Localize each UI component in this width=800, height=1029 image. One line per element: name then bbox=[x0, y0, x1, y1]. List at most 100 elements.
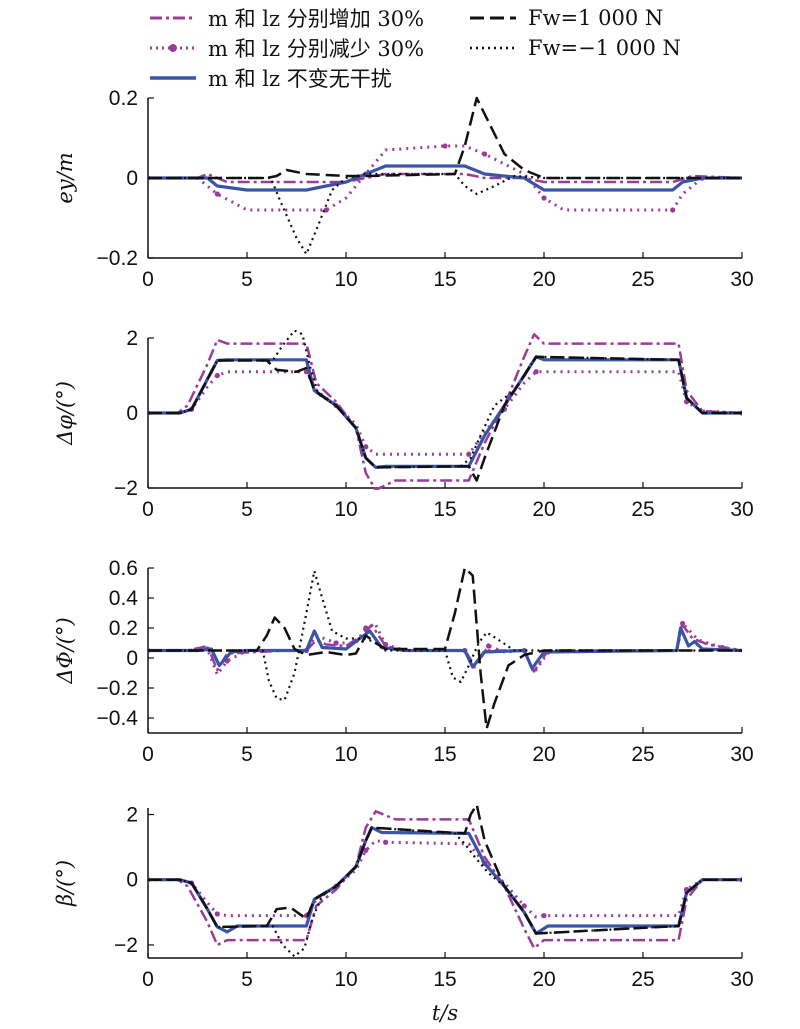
series-point-dec bbox=[442, 143, 448, 149]
legend-swatch-dashed bbox=[468, 11, 518, 25]
x-tick-label: 20 bbox=[532, 743, 555, 766]
series-line-inc bbox=[148, 172, 742, 184]
series-line-fneg bbox=[148, 569, 742, 702]
y-tick-label: 2 bbox=[126, 804, 138, 827]
y-tick-label: 0 bbox=[126, 402, 138, 425]
x-tick-label: 25 bbox=[631, 743, 654, 766]
series-point-dec bbox=[383, 839, 389, 845]
legend: m 和 lz 分别增加 30% m 和 lz 分别减少 30% m 和 lz 不… bbox=[0, 0, 800, 95]
series-point-dec bbox=[363, 444, 369, 450]
x-axis-label: t/s bbox=[432, 1001, 459, 1025]
x-tick-label: 10 bbox=[334, 968, 357, 991]
legend-swatch-dotted-marker bbox=[148, 41, 198, 55]
x-tick-label: 30 bbox=[730, 968, 753, 991]
x-tick-label: 30 bbox=[730, 268, 753, 291]
series-line-dec bbox=[148, 370, 742, 456]
y-tick-label: 0 bbox=[126, 167, 138, 190]
y-tick-label: 0.4 bbox=[109, 587, 139, 610]
x-tick-label: 5 bbox=[241, 498, 253, 521]
series-line-nom bbox=[148, 826, 742, 936]
y-tick-label: −0.2 bbox=[97, 247, 138, 270]
legend-swatch-dashdot bbox=[148, 11, 198, 25]
series-line-inc bbox=[148, 333, 742, 490]
series-point-dec bbox=[541, 913, 547, 919]
x-tick-label: 20 bbox=[532, 968, 555, 991]
y-tick-label: −2 bbox=[114, 934, 138, 957]
y-axis-label: Δφ/(°) bbox=[53, 381, 77, 446]
x-tick-label: 30 bbox=[730, 498, 753, 521]
x-tick-label: 20 bbox=[532, 498, 555, 521]
series-point-dec bbox=[383, 641, 389, 648]
series-point-dec bbox=[670, 207, 676, 213]
panel-1: 0 5 10 15 20 25 300.20−0.2ey/m bbox=[53, 87, 754, 291]
y-axis-label: β/(°) bbox=[53, 860, 77, 907]
x-tick-label: 5 bbox=[241, 743, 253, 766]
x-tick-label: 25 bbox=[631, 268, 654, 291]
y-tick-label: −2 bbox=[114, 477, 138, 500]
x-tick-label: 20 bbox=[532, 268, 555, 291]
panel-3: 0 5 10 15 20 25 30 0.6 0.4 0.2 0 −0.2 −0.4 ΔΦ/(°) bbox=[53, 557, 754, 766]
series-point-dec bbox=[466, 451, 472, 457]
series-point-dec bbox=[363, 847, 369, 853]
legend-swatch-solid bbox=[148, 71, 198, 85]
legend-label: m 和 lz 不变无干扰 bbox=[208, 67, 392, 91]
y-tick-label: 0 bbox=[126, 869, 138, 892]
x-tick-label: 15 bbox=[433, 498, 456, 521]
y-tick-label: 0.2 bbox=[109, 87, 138, 110]
x-tick-label: 30 bbox=[730, 743, 753, 766]
y-tick-label: 2 bbox=[126, 327, 138, 350]
x-tick-label: 15 bbox=[433, 743, 456, 766]
series-line-nom bbox=[148, 355, 742, 469]
series-line-dec bbox=[148, 839, 742, 919]
series-line-fneg bbox=[148, 826, 742, 958]
series-point-dec bbox=[533, 369, 539, 375]
series-line-fpos bbox=[148, 803, 742, 935]
series-point-dec bbox=[485, 643, 492, 649]
y-tick-label: 0 bbox=[126, 647, 138, 670]
y-tick-label: −0.2 bbox=[97, 677, 138, 700]
series-line-fneg bbox=[148, 330, 742, 469]
legend-item-nom: m 和 lz 不变无干扰 bbox=[148, 63, 392, 93]
x-tick-label: 10 bbox=[334, 498, 357, 521]
x-tick-label: 10 bbox=[334, 743, 357, 766]
series-line-inc bbox=[148, 810, 742, 950]
legend-label: Fw=−1 000 N bbox=[528, 36, 681, 60]
series-line-fpos bbox=[148, 566, 742, 730]
x-tick-label: 5 bbox=[241, 268, 253, 291]
legend-label: m 和 lz 分别减少 30% bbox=[208, 37, 425, 61]
y-axis-label: ey/m bbox=[53, 152, 77, 203]
series-point-dec bbox=[323, 207, 329, 213]
series-point-dec bbox=[680, 620, 686, 627]
y-axis-label: ΔΦ/(°) bbox=[53, 617, 77, 684]
series-point-dec bbox=[214, 191, 220, 197]
x-tick-label: 25 bbox=[631, 968, 654, 991]
series-point-dec bbox=[541, 195, 547, 201]
series-point-dec bbox=[333, 640, 339, 646]
series-line-fneg bbox=[148, 172, 742, 256]
x-tick-label: 0 bbox=[142, 498, 154, 521]
legend-swatch-dotted bbox=[468, 41, 518, 55]
series-point-dec bbox=[482, 151, 488, 157]
x-tick-label: 0 bbox=[142, 268, 154, 291]
y-tick-label: −0.4 bbox=[97, 707, 139, 730]
x-tick-label: 15 bbox=[433, 268, 456, 291]
series-line-nom bbox=[148, 164, 742, 192]
series-point-dec bbox=[214, 911, 220, 917]
x-tick-label: 15 bbox=[433, 968, 456, 991]
x-tick-label: 0 bbox=[142, 743, 154, 766]
x-tick-label: 0 bbox=[142, 968, 154, 991]
legend-item-fpos: Fw=1 000 N bbox=[468, 3, 663, 33]
legend-label: Fw=1 000 N bbox=[528, 6, 664, 30]
legend-item-inc: m 和 lz 分别增加 30% bbox=[148, 3, 424, 33]
y-tick-label: 0.2 bbox=[109, 617, 138, 640]
series-line-fpos bbox=[148, 355, 742, 482]
x-tick-label: 5 bbox=[241, 968, 253, 991]
series-point-dec bbox=[214, 372, 220, 379]
series-point-dec bbox=[521, 903, 527, 909]
x-tick-label: 25 bbox=[631, 498, 654, 521]
legend-item-dec: m 和 lz 分别减少 30% bbox=[148, 33, 424, 63]
legend-label: m 和 lz 分别增加 30% bbox=[208, 7, 425, 31]
